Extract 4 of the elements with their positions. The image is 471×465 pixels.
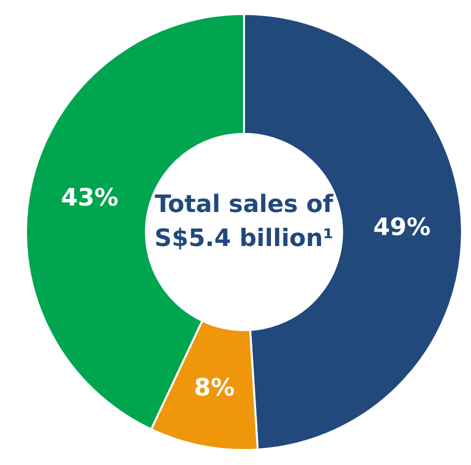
text: Total sales of S$5.4 billion¹: [153, 189, 335, 254]
data-label: 43%: [61, 184, 118, 212]
data-label: 8%: [194, 373, 235, 402]
data-label: 49%: [373, 213, 431, 242]
